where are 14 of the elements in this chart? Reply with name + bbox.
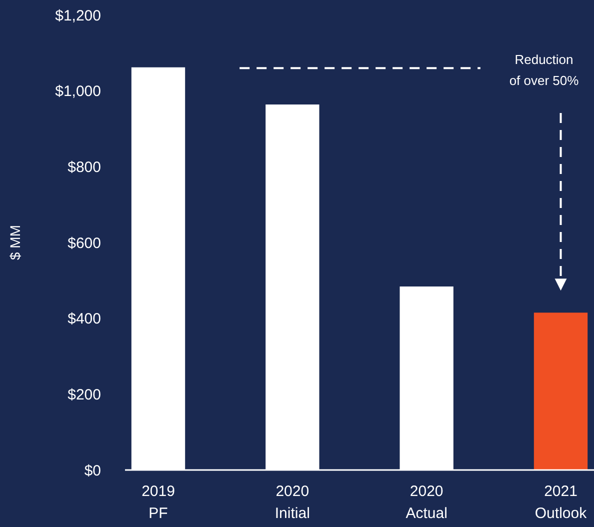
y-axis-title: $ MM xyxy=(7,225,23,260)
y-tick-label: $1,000 xyxy=(55,83,101,100)
x-tick-label: 2020 Actual xyxy=(406,483,448,522)
y-tick-label: $400 xyxy=(68,310,101,328)
y-tick-label: $800 xyxy=(68,158,101,176)
bar xyxy=(534,312,588,470)
annotation: Reduction of over 50% xyxy=(509,52,580,88)
y-tick-label: $600 xyxy=(68,234,101,252)
x-tick-label: 2020 Initial xyxy=(274,483,310,522)
y-tick-label: $0 xyxy=(84,462,101,480)
x-tick-label: 2021 Outlook xyxy=(534,483,588,522)
y-tick-label: $1,200 xyxy=(55,7,101,24)
x-tick-label: 2019 PF xyxy=(142,483,175,522)
y-tick-label: $200 xyxy=(68,386,101,404)
